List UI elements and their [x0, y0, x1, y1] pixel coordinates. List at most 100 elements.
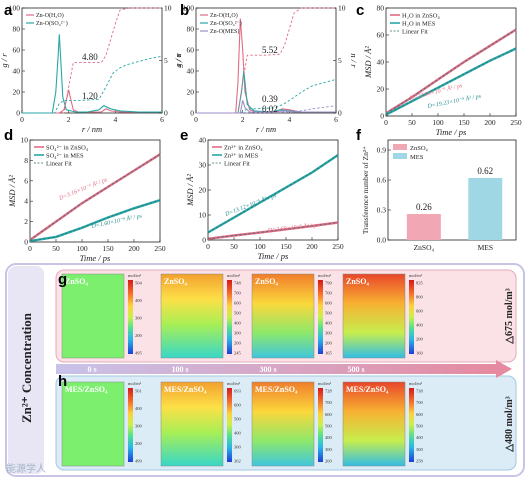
chart-b-rtick-label: 5	[338, 56, 342, 65]
row-h-delta: △480 mol/m³	[504, 396, 515, 452]
time-label: 300 s	[259, 365, 276, 374]
row-g-colorbar-tick: 500	[325, 311, 333, 316]
chart-e-xtick-label: 250	[332, 242, 344, 251]
time-arrow-head	[496, 360, 512, 378]
row-h-colorbar-tick: 200	[135, 441, 143, 446]
concentration-layer: Zn²⁺ Concentration 0 s 100 s 300 s 500 s △675…	[5, 263, 525, 477]
row-h-colorbar-tick: 738	[416, 389, 424, 394]
row-g-colorbar-unit: mol/m³	[409, 273, 423, 278]
chart-d-fit-1	[29, 199, 161, 242]
chart-d-ylabel: MSD / Å²	[7, 175, 17, 208]
row-g-colorbar-tick: 300	[234, 331, 242, 336]
row-g-colorbar-tick: 245	[234, 351, 242, 356]
chart-d-xtick-label: 200	[128, 244, 140, 253]
chart-c-fit-1	[385, 48, 517, 116]
chart-f-legend-label: ZnSO₄	[410, 145, 429, 152]
row-g-colorbar-tick: 495	[135, 351, 143, 356]
row-g-colorbar-tick: 200	[325, 341, 333, 346]
row-h-colorbar-tick: 600	[325, 412, 333, 417]
chart-e-ylabel: MSD / Å²	[185, 174, 195, 207]
chart-d-legend-label: Linear Fit	[46, 161, 72, 168]
chart-b-ylabel: g / r	[173, 53, 183, 68]
chart-d-xtick-label: 50	[52, 244, 60, 253]
chart-b-rtick-label: 10	[338, 4, 346, 13]
row-g-colorbar-tick: 300	[135, 316, 143, 321]
panel-label-a: a	[4, 2, 13, 19]
row-g-colorbar-tick: 800	[416, 295, 424, 300]
chart-b-ytick-label: 0	[190, 109, 194, 118]
chart-c-legend-label: H₂O in MES	[402, 21, 436, 28]
chart-a-rtick-label: 5	[164, 56, 168, 65]
chart-f-bar-label: 0.62	[477, 166, 493, 176]
row-h-colorbar	[128, 388, 133, 462]
row-g-colorbar-tick: 400	[135, 298, 143, 303]
row-h-map-label: MES/ZnSO₄	[65, 385, 108, 394]
chart-c-ytick-label: 80	[377, 4, 385, 13]
chart-d: 0 50 100 150 200 250 0 2 4 6 8 10 Time / ps MSD / Å² S…	[7, 136, 166, 264]
panel-label-f: f	[356, 127, 362, 144]
row-g-map-1	[160, 273, 224, 359]
chart-b-ytick-label: 80	[187, 25, 195, 34]
chart-a-xtick-label: 4	[113, 115, 117, 124]
row-h-colorbar-tick: 500	[234, 417, 242, 422]
chart-d-xtick-label: 100	[76, 244, 88, 253]
chart-a-ytick-label: 80	[13, 25, 21, 34]
row-g-map-label: ZnSO₄	[346, 277, 369, 286]
row-h-colorbar-tick: 700	[416, 400, 424, 405]
chart-c-fit-0	[385, 29, 517, 114]
chart-f-ylabel: Transference number of Zn²⁺	[361, 146, 370, 234]
chart-d-xtick-label: 150	[102, 244, 114, 253]
row-g-colorbar	[318, 280, 323, 354]
chart-e-series-1	[207, 154, 339, 234]
row-h-map-label: MES/ZnSO₄	[346, 385, 389, 394]
row-h-colorbar-unit: mol/m³	[318, 381, 332, 386]
chart-c-xlabel: Time / ps	[436, 127, 467, 137]
chart-f-bar-0	[406, 214, 441, 240]
row-g-colorbar-tick: 160	[416, 351, 424, 356]
chart-d-ytick-label: 0	[24, 238, 28, 247]
panel-label-e: e	[180, 127, 188, 144]
chart-d-annotation: D=3.16×10⁻⁵ Å² / ps	[57, 175, 109, 202]
row-g-colorbar-tick: 200	[135, 333, 143, 338]
chart-e-xlabel: Time / ps	[258, 251, 289, 261]
chart-f-category: MES	[478, 243, 493, 252]
chart-a-annotation: 4.80	[82, 52, 98, 62]
row-h-colorbar-tick: 693	[234, 389, 242, 394]
chart-b-ylabel-right: n / r	[349, 53, 359, 68]
row-g-colorbar-tick: 600	[234, 301, 242, 306]
chart-b-ytick-label: 40	[187, 67, 195, 76]
chart-a-xtick-label: 2	[67, 115, 71, 124]
row-g-colorbar-tick: 748	[234, 281, 242, 286]
chart-f-category: ZnSO₄	[414, 243, 435, 252]
row-h-colorbar	[409, 388, 414, 462]
chart-e-legend-label: Zn²⁺ in ZnSO₄	[224, 145, 263, 152]
watermark: 能源学人	[6, 462, 46, 475]
chart-a-ytick-label: 100	[9, 4, 21, 13]
chart-e-ytick-label: 30	[199, 161, 207, 170]
chart-a-rtick-label: 0	[164, 109, 168, 118]
row-h-colorbar-tick: 400	[135, 406, 143, 411]
time-label: 500 s	[347, 365, 364, 374]
row-h-colorbar	[318, 388, 323, 462]
chart-e-xtick-label: 150	[280, 242, 292, 251]
chart-c-xtick-label: 0	[384, 118, 388, 127]
panel-label-b: b	[180, 2, 189, 19]
chart-f-ytick-label: 0.0	[377, 236, 387, 245]
chart-e-xtick-label: 50	[230, 242, 238, 251]
row-g-colorbar-tick: 600	[416, 309, 424, 314]
row-g-colorbar-tick: 799	[325, 281, 333, 286]
chart-d-ytick-label: 6	[24, 176, 28, 185]
chart-a-ytick-label: 20	[13, 88, 21, 97]
panel-label-h: h	[58, 373, 67, 390]
chart-e-xtick-label: 0	[206, 242, 210, 251]
chart-f-legend-swatch	[393, 153, 407, 159]
chart-f-bar-1	[468, 178, 503, 240]
row-h-colorbar-tick: 300	[135, 424, 143, 429]
chart-b-annotation: 0.02	[262, 104, 278, 114]
chart-d-series-0	[29, 153, 161, 241]
chart-e: 0 50 100 150 200 250 0 10 20 30 40 Time / ps MSD / Å…	[185, 136, 344, 262]
row-h-colorbar-tick: 500	[416, 424, 424, 429]
concentration-side-band	[8, 266, 44, 474]
